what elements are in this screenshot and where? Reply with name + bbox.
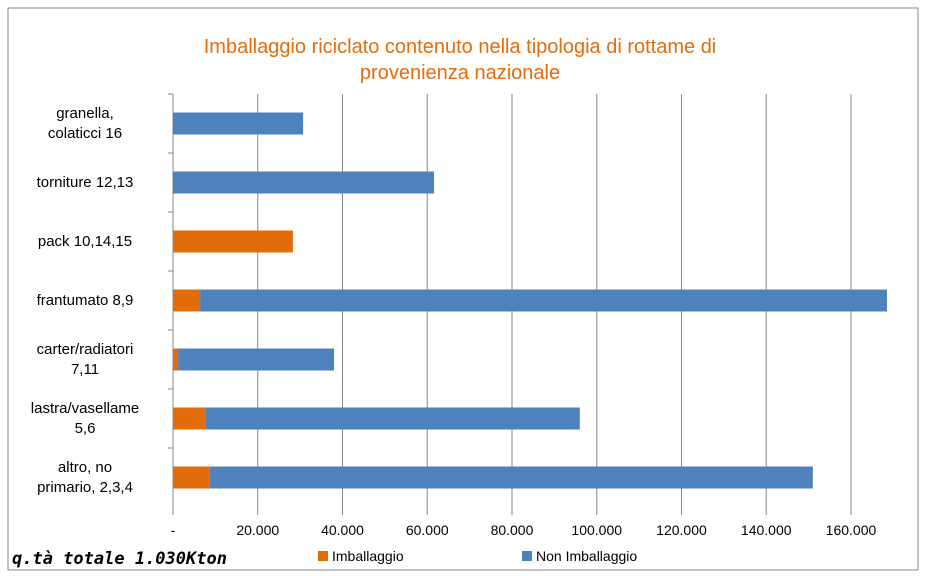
y-tick-label: frantumato 8,9 [36,291,134,309]
x-tick-label: 140.000 [741,522,792,538]
bar-segment [178,348,335,371]
y-tick-label: lastra/vasellame 5,6 [30,399,140,437]
y-tick-label: altro, no primario, 2,3,4 [37,458,133,496]
bar-segment [173,289,201,312]
y-tick-label: pack 10,14,15 [37,232,133,250]
x-tick-label: 120.000 [656,522,707,538]
x-tick-label: 160.000 [826,522,877,538]
legend-label: Non Imballaggio [536,548,637,564]
annotation: q.tà totale 1.030Kton [12,549,227,569]
x-tick-label: 80.000 [491,522,534,538]
x-tick-label: 60.000 [406,522,449,538]
bar-segment [173,466,210,489]
x-tick-label: 20.000 [236,522,279,538]
legend-label: Imballaggio [332,548,404,564]
bar-segment [200,289,888,312]
x-tick-label: - [171,522,176,538]
chart-title: Imballaggio riciclato contenuto nella ti… [203,36,717,84]
bar-segment [173,171,435,194]
bar-segment [173,407,206,430]
x-tick-label: 100.000 [571,522,622,538]
legend-swatch [318,551,328,561]
legend-swatch [522,551,532,561]
bar-segment [205,407,580,430]
y-tick-label: torniture 12,13 [36,173,134,191]
y-tick-label: granella, colaticci 16 [47,104,123,142]
y-tick-label: carter/radiatori 7,11 [36,340,134,378]
chart-border [7,7,919,571]
bar-segment [209,466,813,489]
x-tick-label: 40.000 [321,522,364,538]
bar-segment [173,230,293,253]
bar-segment [173,348,179,371]
bar-segment [173,112,304,135]
